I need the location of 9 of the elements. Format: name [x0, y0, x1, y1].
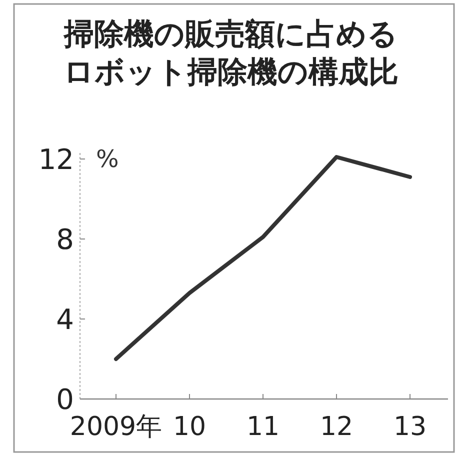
x-tick-label: 12 [320, 412, 354, 442]
y-axis-title: % [96, 145, 119, 173]
y-tick-label: 4 [56, 303, 74, 336]
chart-title: 掃除機の販売額に占めるロボット掃除機の構成比 [63, 17, 398, 90]
x-tick-label: 11 [246, 412, 280, 442]
x-tick-label: 13 [393, 412, 427, 442]
y-tick-label: 12 [38, 143, 74, 176]
x-tick-label: 10 [172, 412, 206, 442]
y-tick-label: 8 [56, 223, 74, 256]
